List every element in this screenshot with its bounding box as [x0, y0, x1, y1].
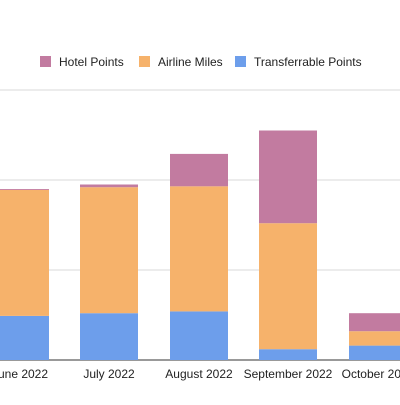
- bar-hotel-points-june-2022: [0, 189, 49, 190]
- bar-airline-miles-july-2022: [80, 187, 138, 314]
- bar-airline-miles-october-2022: [349, 331, 400, 346]
- legend-label-airline-miles: Airline Miles: [158, 55, 223, 69]
- legend-label-transferrable-points: Transferrable Points: [254, 55, 362, 69]
- x-tick-label-september-2022: September 2022: [244, 367, 333, 381]
- bar-airline-miles-june-2022: [0, 189, 49, 316]
- bar-transferrable-points-october-2022: [349, 345, 400, 360]
- legend-label-hotel-points: Hotel Points: [59, 55, 124, 69]
- bar-hotel-points-august-2022: [170, 153, 228, 187]
- bar-transferrable-points-september-2022: [259, 349, 317, 360]
- legend: Hotel Points Airline Miles Transferrable P…: [40, 55, 362, 69]
- bar-transferrable-points-june-2022: [0, 315, 49, 360]
- bar-airline-miles-august-2022: [170, 186, 228, 312]
- x-tick-label-june-2022: June 2022: [0, 367, 48, 381]
- bar-hotel-points-october-2022: [349, 313, 400, 332]
- legend-swatch-hotel-points: [40, 56, 51, 67]
- legend-swatch-airline-miles: [139, 56, 150, 67]
- bar-transferrable-points-august-2022: [170, 311, 228, 360]
- bars: [0, 130, 400, 360]
- x-tick-label-october-2022: October 2022: [342, 367, 400, 381]
- legend-swatch-transferrable-points: [235, 56, 246, 67]
- bar-airline-miles-september-2022: [259, 223, 317, 350]
- bar-hotel-points-july-2022: [80, 184, 138, 188]
- bar-hotel-points-september-2022: [259, 130, 317, 224]
- bar-transferrable-points-july-2022: [80, 313, 138, 360]
- x-axis-tick-labels: June 2022 July 2022 August 2022 September 2…: [0, 367, 400, 381]
- x-tick-label-july-2022: July 2022: [83, 367, 135, 381]
- x-tick-label-august-2022: August 2022: [165, 367, 233, 381]
